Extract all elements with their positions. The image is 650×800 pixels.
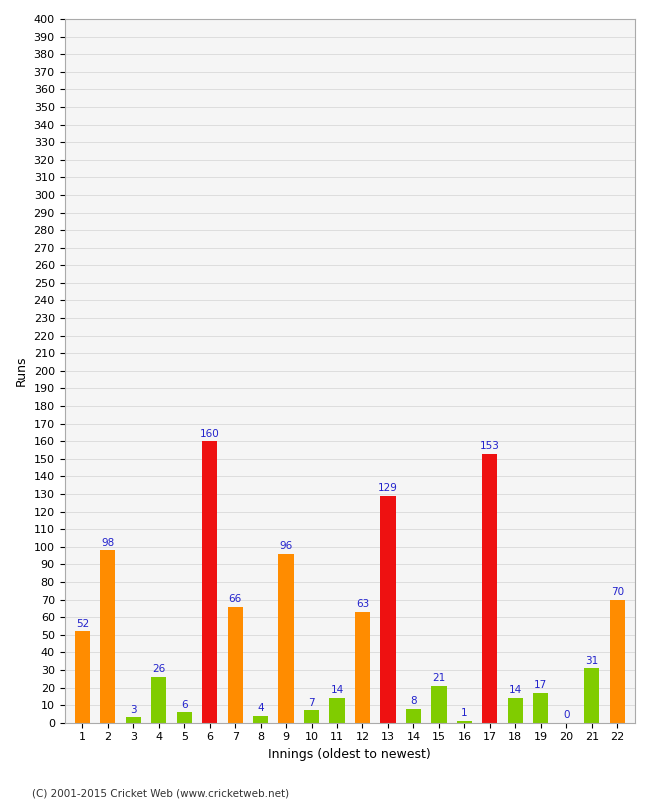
Bar [202, 442, 217, 722]
Bar [100, 550, 116, 722]
Bar [584, 668, 599, 722]
Text: 98: 98 [101, 538, 114, 548]
Text: 3: 3 [130, 705, 136, 715]
Text: 26: 26 [152, 664, 165, 674]
Text: 7: 7 [308, 698, 315, 708]
Text: 31: 31 [585, 655, 599, 666]
Bar [355, 612, 370, 722]
Bar [278, 554, 294, 722]
Bar [304, 710, 319, 722]
Bar [406, 709, 421, 722]
Bar [380, 496, 396, 722]
Text: 52: 52 [76, 618, 89, 629]
Text: 4: 4 [257, 703, 264, 713]
Bar [457, 721, 472, 722]
Bar [330, 698, 344, 722]
Text: 160: 160 [200, 429, 220, 438]
Bar [227, 606, 243, 722]
Text: 0: 0 [563, 710, 569, 720]
Bar [610, 599, 625, 722]
Text: 14: 14 [330, 686, 344, 695]
Text: 6: 6 [181, 699, 188, 710]
Y-axis label: Runs: Runs [15, 356, 28, 386]
Text: 129: 129 [378, 483, 398, 493]
Text: 70: 70 [610, 587, 624, 597]
Bar [177, 712, 192, 722]
Bar [125, 718, 141, 722]
Bar [253, 716, 268, 722]
Text: 17: 17 [534, 680, 547, 690]
Text: (C) 2001-2015 Cricket Web (www.cricketweb.net): (C) 2001-2015 Cricket Web (www.cricketwe… [32, 788, 290, 798]
Bar [482, 454, 497, 722]
Bar [508, 698, 523, 722]
Text: 96: 96 [280, 541, 292, 551]
Bar [75, 631, 90, 722]
Text: 63: 63 [356, 599, 369, 610]
Bar [533, 693, 549, 722]
Bar [151, 677, 166, 722]
Text: 21: 21 [432, 673, 445, 683]
Text: 153: 153 [480, 441, 500, 451]
Text: 14: 14 [509, 686, 522, 695]
X-axis label: Innings (oldest to newest): Innings (oldest to newest) [268, 748, 431, 761]
Bar [431, 686, 447, 722]
Text: 66: 66 [229, 594, 242, 604]
Text: 1: 1 [461, 708, 468, 718]
Text: 8: 8 [410, 696, 417, 706]
